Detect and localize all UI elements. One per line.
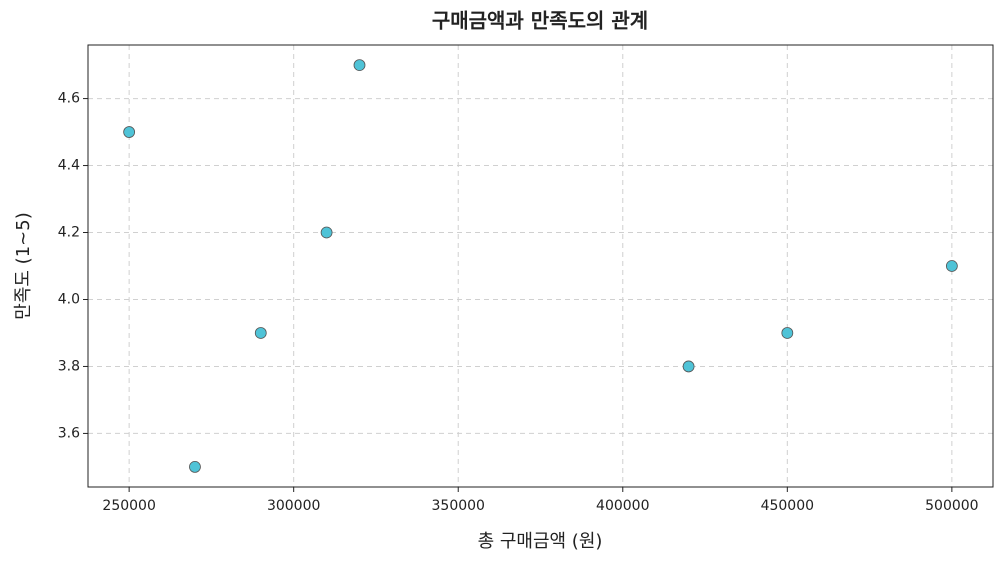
x-tick-label: 450000 [761,498,814,514]
x-tick-label: 250000 [102,498,155,514]
point [353,59,366,71]
point [254,327,267,339]
plot-frame [87,44,994,488]
x-axis-label: 총 구매금액 (원) [478,531,603,552]
point [123,126,136,138]
y-tick-label: 4.4 [58,158,80,174]
point [781,327,794,339]
chart-title: 구매금액과 만족도의 관계 [432,9,648,33]
point [682,360,695,373]
x-tick-label: 400000 [596,498,649,514]
y-tick-label: 4.2 [58,225,80,241]
y-tick-label: 4.6 [58,91,80,107]
point [189,461,201,473]
y-tick-label: 3.6 [58,425,80,441]
point [945,260,958,272]
y-tick-label: 4.0 [58,291,80,307]
y-axis-label: 만족도 (1~5) [13,212,34,319]
y-tick-label: 3.8 [58,358,80,374]
x-tick-label: 350000 [432,498,485,514]
point [320,226,333,239]
x-tick-label: 500000 [925,498,978,514]
x-tick-label: 300000 [267,498,320,514]
